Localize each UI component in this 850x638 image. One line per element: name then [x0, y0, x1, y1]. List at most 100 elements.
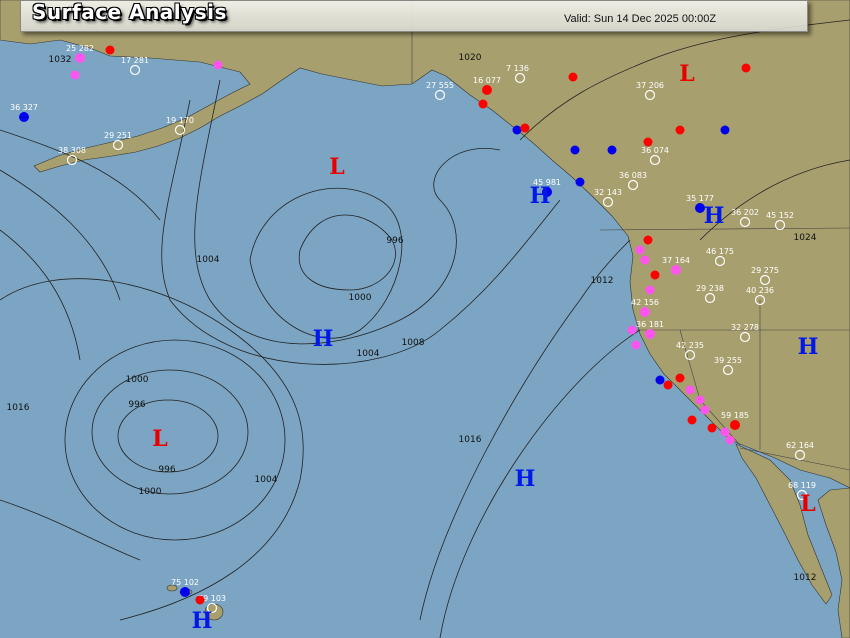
- isobar-label: 996: [128, 400, 145, 410]
- observation-dot-icon: [725, 435, 735, 445]
- isobar-label: 1012: [591, 276, 614, 286]
- station-plot: 75 102: [171, 578, 199, 597]
- station-dot-icon: [75, 53, 85, 63]
- observation-dot-icon: [105, 45, 115, 55]
- station-circle-icon: [714, 255, 726, 267]
- observation-dot-icon: [512, 125, 522, 135]
- station-circle-icon: [644, 89, 656, 101]
- station-plot: 29 238: [696, 284, 724, 304]
- station-dot-icon: [695, 203, 705, 213]
- observation-dot-icon: [520, 123, 530, 133]
- station-circle-icon: [434, 89, 446, 101]
- station-plot: 17 281: [121, 56, 149, 76]
- low-pressure-center: L: [800, 491, 815, 517]
- station-plot: 46 175: [706, 247, 734, 267]
- station-values: 25 282: [66, 44, 94, 53]
- station-plot: 29 275: [751, 266, 779, 286]
- station-circle-icon: [129, 64, 141, 76]
- station-plot: 25 282: [66, 44, 94, 63]
- station-plot: 79 103: [198, 594, 226, 614]
- station-plot: 40 236: [746, 286, 774, 306]
- station-circle-icon: [66, 154, 78, 166]
- station-values: 35 177: [686, 194, 714, 203]
- land-mexico: [817, 487, 850, 638]
- station-plot: 16 077: [473, 76, 501, 95]
- observation-dot-icon: [631, 340, 641, 350]
- isobar-label: 1008: [402, 338, 425, 348]
- observation-dot-icon: [707, 423, 717, 433]
- observation-dot-icon: [607, 145, 617, 155]
- observation-dot-icon: [643, 137, 653, 147]
- station-dot-icon: [730, 420, 740, 430]
- observation-dot-icon: [640, 255, 650, 265]
- observation-dot-icon: [478, 99, 488, 109]
- observation-dot-icon: [195, 595, 205, 605]
- station-values: 37 164: [662, 256, 690, 265]
- station-plot: 59 185: [721, 411, 749, 430]
- observation-dot-icon: [213, 60, 223, 70]
- station-plot: 62 164: [786, 441, 814, 461]
- station-values: 42 235: [676, 341, 704, 350]
- observation-dot-icon: [720, 427, 730, 437]
- station-values: 75 102: [171, 578, 199, 587]
- station-circle-icon: [627, 179, 639, 191]
- station-dot-icon: [640, 307, 650, 317]
- high-pressure-center: H: [515, 466, 536, 492]
- station-dot-icon: [645, 329, 655, 339]
- observation-dot-icon: [70, 70, 80, 80]
- isobars: [0, 19, 850, 638]
- station-plot: 36 327: [10, 103, 38, 122]
- observation-dot-icon: [700, 405, 710, 415]
- station-values: 36 327: [10, 103, 38, 112]
- station-plot: 42 235: [676, 341, 704, 361]
- station-values: 7 136: [506, 64, 529, 73]
- station-dot-icon: [19, 112, 29, 122]
- observation-dot-icon: [643, 235, 653, 245]
- station-plot: 32 278: [731, 323, 759, 343]
- station-dot-icon: [671, 265, 681, 275]
- isobar-label: 1000: [139, 487, 162, 497]
- station-dot-icon: [542, 187, 552, 197]
- valid-time: Valid: Sun 14 Dec 2025 00:00Z: [564, 13, 717, 25]
- station-plot: 39 255: [714, 356, 742, 376]
- station-values: 40 236: [746, 286, 774, 295]
- station-plot: 29 251: [104, 131, 132, 151]
- station-circle-icon: [602, 196, 614, 208]
- station-circle-icon: [722, 364, 734, 376]
- station-values: 46 175: [706, 247, 734, 256]
- station-values: 68 119: [788, 481, 816, 490]
- station-values: 45 981: [533, 178, 561, 187]
- station-plot: 37 164: [662, 256, 690, 275]
- station-values: 62 164: [786, 441, 814, 450]
- high-pressure-center: H: [704, 203, 725, 229]
- station-plot: 36 202: [731, 208, 759, 228]
- station-plot: 19 170: [166, 116, 194, 136]
- station-values: 36 074: [641, 146, 669, 155]
- land-baja-california: [735, 443, 833, 605]
- station-values: 32 278: [731, 323, 759, 332]
- high-pressure-center: H: [798, 334, 819, 360]
- low-pressure-center: L: [152, 426, 167, 452]
- station-values: 36 083: [619, 171, 647, 180]
- station-circle-icon: [739, 216, 751, 228]
- isobar-label: 1004: [357, 349, 380, 359]
- isobar-label: 1024: [794, 233, 817, 243]
- station-plot: 27 555: [426, 81, 454, 101]
- observation-dot-icon: [675, 373, 685, 383]
- station-values: 17 281: [121, 56, 149, 65]
- station-plot: 38 308: [58, 146, 86, 166]
- station-values: 29 251: [104, 131, 132, 140]
- station-values: 42 156: [631, 298, 659, 307]
- header-banner: [20, 0, 808, 32]
- station-circle-icon: [174, 124, 186, 136]
- station-plot: 45 981: [533, 178, 561, 197]
- isobar-label: 996: [158, 465, 175, 475]
- station-values: 29 238: [696, 284, 724, 293]
- station-circle-icon: [704, 292, 716, 304]
- observation-dot-icon: [650, 270, 660, 280]
- isobar-label: 1012: [794, 573, 817, 583]
- observation-dot-icon: [695, 395, 705, 405]
- low-pressure-center: L: [679, 61, 694, 87]
- station-values: 45 152: [766, 211, 794, 220]
- station-circle-icon: [206, 602, 218, 614]
